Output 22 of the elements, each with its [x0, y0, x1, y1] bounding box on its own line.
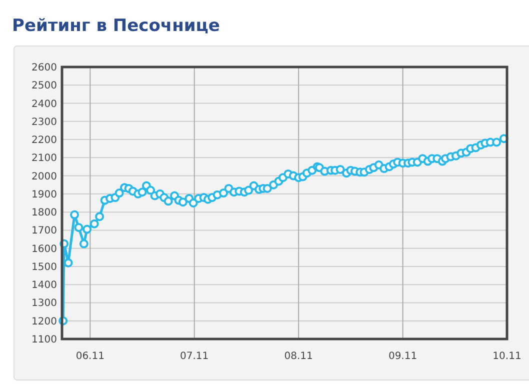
- y-tick-label: 2200: [32, 135, 57, 146]
- y-tick-label: 2400: [32, 98, 57, 110]
- x-tick-label: 07.11: [180, 351, 209, 362]
- y-tick-label: 1100: [32, 334, 57, 346]
- y-tick-label: 1500: [32, 262, 57, 273]
- x-tick-label: 09.11: [388, 351, 418, 362]
- y-tick-label: 1600: [32, 244, 57, 255]
- y-tick-label: 2000: [32, 171, 57, 182]
- x-tick-label: 08.11: [284, 351, 313, 362]
- y-tick-label: 2500: [32, 80, 57, 92]
- y-tick-label: 1300: [32, 298, 57, 310]
- y-tick-label: 2100: [32, 153, 57, 164]
- y-tick-label: 1400: [32, 280, 57, 292]
- y-tick-label: 1900: [32, 189, 57, 200]
- y-tick-label: 2300: [32, 116, 57, 128]
- y-tick-label: 1700: [32, 226, 57, 237]
- chart-title: Рейтинг в Песочнице: [12, 16, 220, 36]
- x-tick-label: 06.11: [76, 351, 104, 362]
- y-tick-label: 2600: [32, 62, 57, 74]
- x-tick-label: 10.11: [492, 351, 522, 362]
- y-tick-label: 1200: [32, 316, 57, 328]
- y-tick-label: 1800: [32, 208, 57, 219]
